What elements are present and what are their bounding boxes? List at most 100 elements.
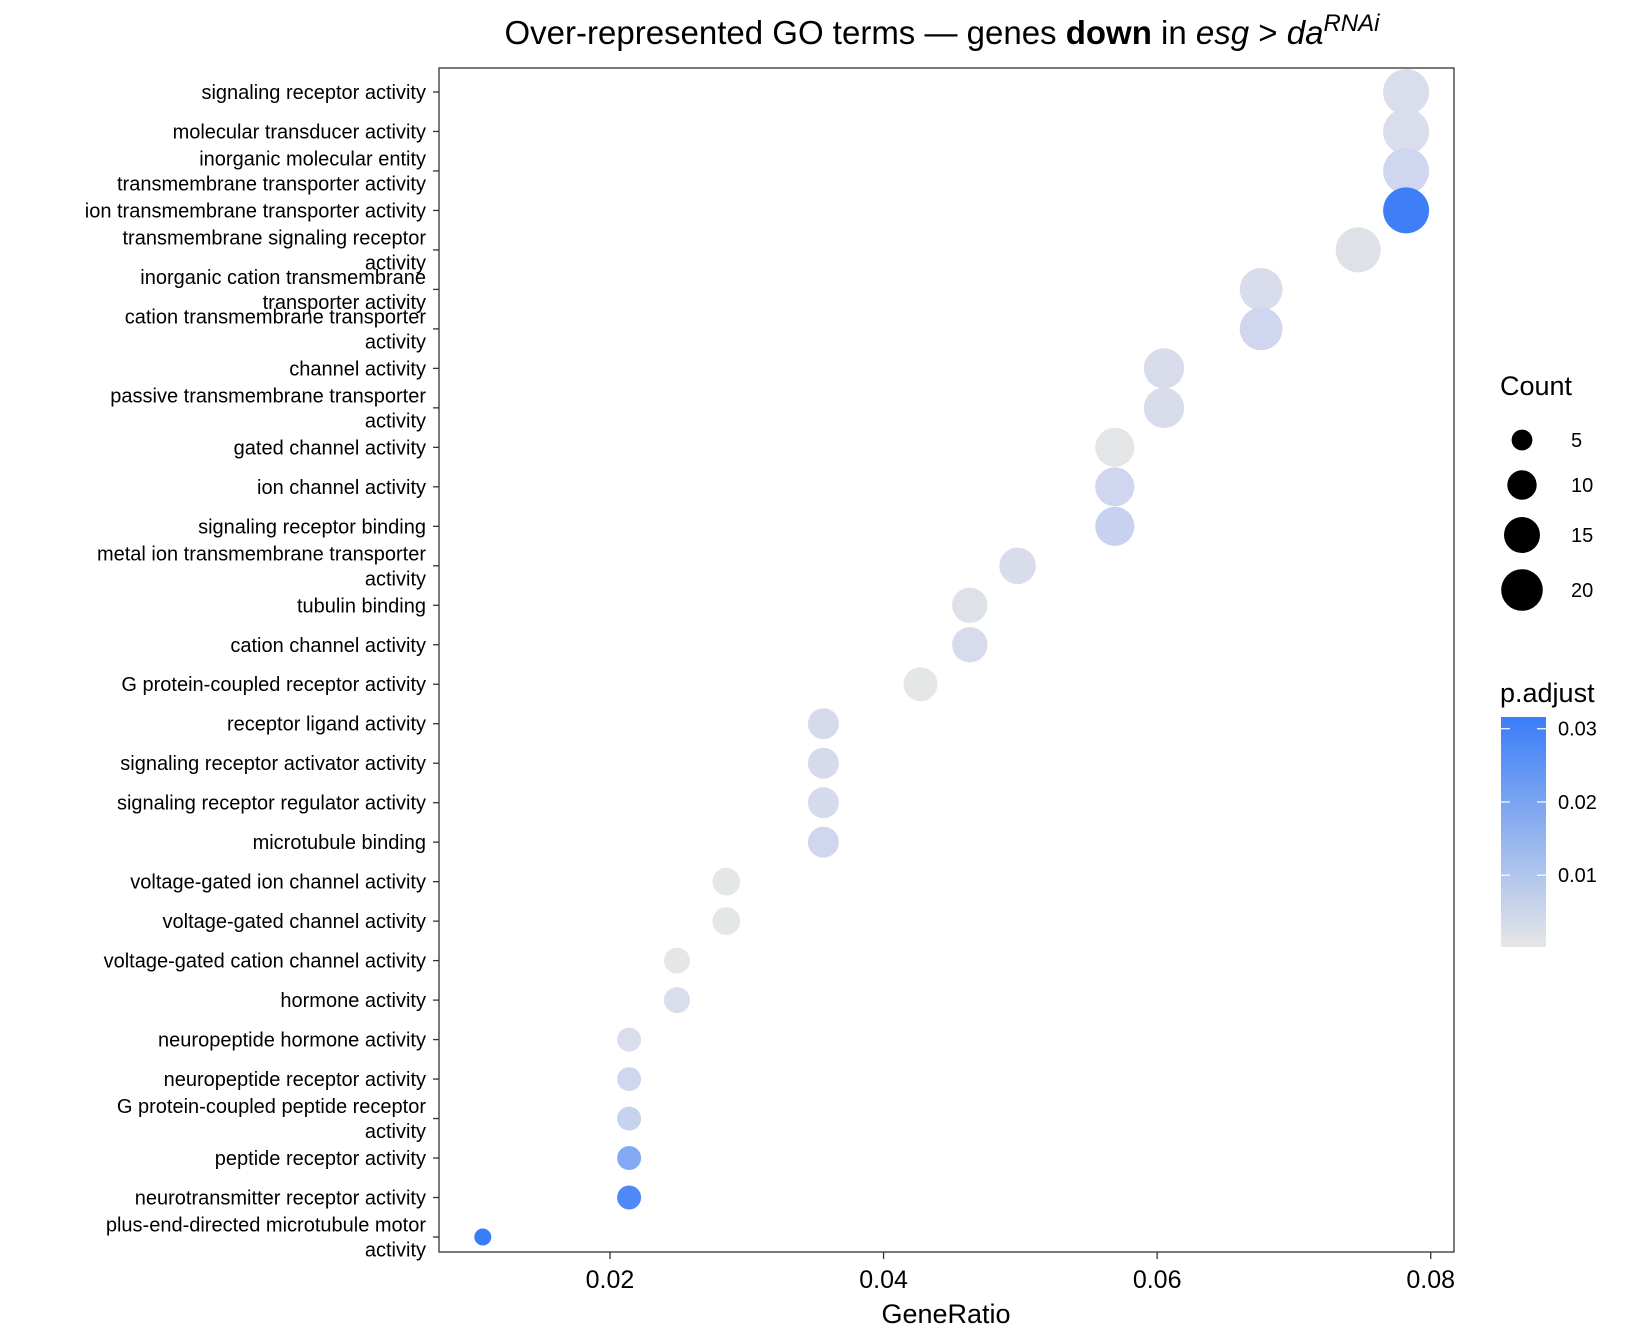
y-tick-label: molecular transducer activity [173,122,426,144]
y-tick-label: tubulin binding [297,595,426,617]
point [903,667,938,702]
point [1095,467,1135,507]
y-tick-label: channel activity [289,358,426,380]
point [807,708,839,740]
point [712,907,741,935]
size-legend: 5 10 15 20 [1501,429,1593,611]
size-legend-key [1511,429,1533,451]
chart-title: Over-represented GO terms — genes down i… [505,10,1381,51]
point [1383,108,1430,155]
y-tick-label: activity [365,568,426,590]
y-tick-label: activity [365,1240,426,1262]
size-legend-label: 15 [1571,525,1593,547]
point [617,1027,642,1052]
point [807,747,839,779]
point [1095,506,1135,546]
point [1335,227,1381,273]
point [1383,69,1430,115]
title-prefix: Over-represented GO terms — genes [505,14,1066,51]
y-tick-label: G protein-coupled peptide receptor [117,1096,426,1118]
size-legend-label: 10 [1571,475,1593,497]
x-tick-label: 0.04 [859,1266,908,1294]
point [474,1228,492,1246]
y-tick-label: metal ion transmembrane transporter [97,543,426,565]
title-middle: in [1152,14,1196,51]
y-tick-label: voltage-gated cation channel activity [104,951,426,973]
y-tick-label: neuropeptide receptor activity [164,1069,426,1091]
y-tick-label: G protein-coupled receptor activity [121,674,426,696]
size-legend-title: Count [1500,371,1573,401]
point [617,1185,642,1210]
y-tick-label: ion transmembrane transporter activity [85,200,426,222]
y-tick-label: receptor ligand activity [227,714,426,736]
y-tick-label: peptide receptor activity [215,1148,426,1170]
y-tick-label: microtubule binding [253,832,426,854]
plot-panel [438,67,1455,1253]
color-bar [1501,717,1546,947]
y-tick-label: activity [365,252,426,274]
point [1239,268,1283,311]
y-tick-label: signaling receptor regulator activity [117,793,426,815]
title-italic2: da [1287,14,1324,51]
y-tick-label: signaling receptor binding [198,516,426,538]
point [664,987,690,1014]
point [712,867,741,896]
point [952,587,988,623]
y-tick-label: transmembrane transporter activity [117,174,426,196]
x-tick-label: 0.08 [1406,1266,1455,1294]
point [664,947,690,974]
color-legend-label: 0.03 [1558,719,1597,741]
y-tick-label: hormone activity [280,990,426,1012]
y-tick-label: inorganic cation transmembrane [140,267,426,289]
point [1095,427,1135,467]
y-tick-label: cation channel activity [230,635,426,657]
x-axis: 0.02 0.04 0.06 0.08 [586,1252,1455,1294]
point [1143,387,1185,429]
y-tick-label: plus-end-directed microtubule motor [106,1215,426,1237]
x-tick-label: 0.02 [586,1266,635,1294]
y-tick-label: cation transmembrane transporter [125,306,427,328]
point [1239,307,1283,351]
y-tick-label: transmembrane signaling receptor [123,227,427,249]
color-legend-label: 0.01 [1558,865,1597,887]
y-tick-label: transporter activity [263,292,426,314]
point [617,1106,642,1131]
y-tick-label: gated channel activity [234,437,426,459]
y-tick-label: ion channel activity [257,477,426,499]
point [1383,148,1430,194]
y-tick-label: activity [365,331,426,353]
x-axis-title: GeneRatio [881,1299,1010,1329]
size-legend-label: 20 [1571,580,1593,602]
y-tick-label: activity [365,1121,426,1143]
y-tick-label: voltage-gated ion channel activity [130,872,426,894]
y-tick-label: activity [365,410,426,432]
size-legend-key [1504,517,1540,553]
y-tick-label: signaling receptor activity [201,82,426,104]
color-legend-label: 0.02 [1558,792,1597,814]
y-tick-label: passive transmembrane transporter [110,385,426,407]
y-tick-label: neurotransmitter receptor activity [135,1188,426,1210]
y-tick-label: inorganic molecular entity [199,149,426,171]
point [1143,348,1185,389]
size-legend-label: 5 [1571,430,1582,452]
color-legend-labels: 0.01 0.02 0.03 [1501,719,1597,887]
x-tick-label: 0.06 [1133,1266,1182,1294]
y-tick-label: voltage-gated channel activity [163,911,427,933]
point [617,1067,642,1092]
title-gt: > [1249,14,1287,51]
points-layer [474,69,1430,1246]
title-italic: esg [1196,14,1250,51]
title-bold: down [1066,14,1152,51]
y-tick-label: signaling receptor activator activity [120,753,426,775]
color-legend-title: p.adjust [1500,678,1595,708]
size-legend-key [1507,470,1537,500]
point [807,826,839,858]
point [1383,187,1430,234]
y-axis: signaling receptor activity molecular tra… [85,82,439,1262]
y-tick-label: neuropeptide hormone activity [158,1030,426,1052]
legend: Count 5 10 15 20 p.adjust 0.01 0.02 0.03 [1500,371,1597,947]
point [952,627,988,663]
title-superscript: RNAi [1323,10,1380,37]
point [999,547,1036,585]
